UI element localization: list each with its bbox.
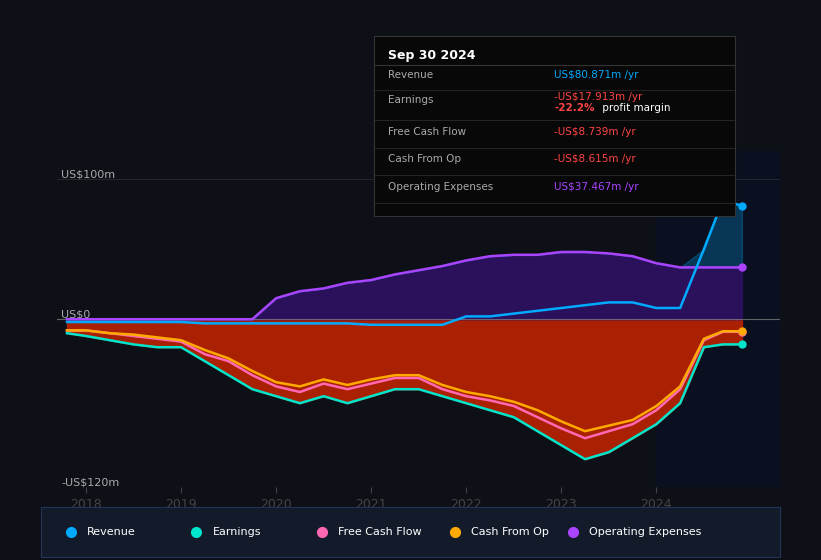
Text: Earnings: Earnings — [213, 527, 261, 537]
Text: Operating Expenses: Operating Expenses — [589, 527, 702, 537]
Text: Sep 30 2024: Sep 30 2024 — [388, 49, 475, 62]
Text: Revenue: Revenue — [388, 70, 433, 80]
Text: -US$8.615m /yr: -US$8.615m /yr — [554, 154, 636, 164]
Text: Free Cash Flow: Free Cash Flow — [388, 127, 466, 137]
Text: Free Cash Flow: Free Cash Flow — [338, 527, 422, 537]
Text: Cash From Op: Cash From Op — [388, 154, 461, 164]
Text: -US$17.913m /yr: -US$17.913m /yr — [554, 92, 643, 102]
Text: US$0: US$0 — [61, 309, 90, 319]
Text: US$80.871m /yr: US$80.871m /yr — [554, 70, 639, 80]
Text: US$100m: US$100m — [61, 169, 115, 179]
Text: Cash From Op: Cash From Op — [471, 527, 549, 537]
Text: -US$8.739m /yr: -US$8.739m /yr — [554, 127, 636, 137]
Bar — [656, 151, 780, 487]
Text: US$37.467m /yr: US$37.467m /yr — [554, 182, 639, 192]
Text: -US$120m: -US$120m — [61, 477, 119, 487]
Text: Operating Expenses: Operating Expenses — [388, 182, 493, 192]
Text: profit margin: profit margin — [599, 103, 671, 113]
Text: -22.2%: -22.2% — [554, 103, 594, 113]
Text: Earnings: Earnings — [388, 95, 433, 105]
Text: Revenue: Revenue — [87, 527, 135, 537]
